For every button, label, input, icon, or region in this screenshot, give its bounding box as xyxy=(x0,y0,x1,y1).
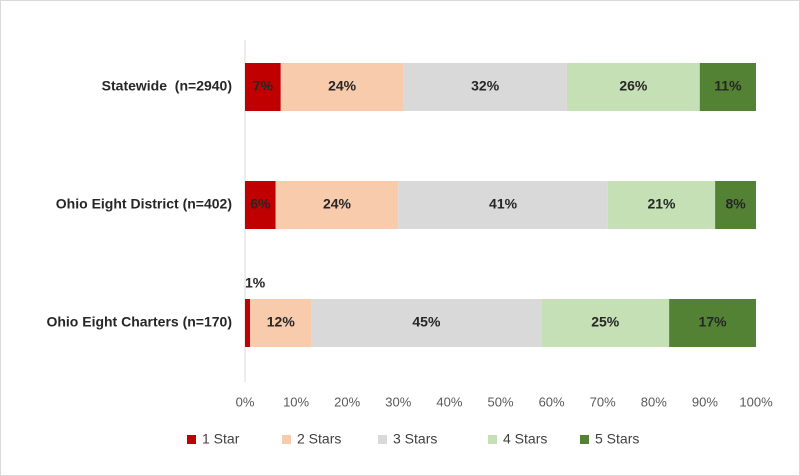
value-label: 45% xyxy=(412,314,441,330)
bar-segment xyxy=(311,299,542,347)
value-label: 7% xyxy=(253,78,274,94)
bar-segment xyxy=(245,299,251,347)
x-tick-label: 50% xyxy=(487,394,513,409)
bar-segment xyxy=(398,181,608,229)
bar-segment xyxy=(403,63,567,111)
bar-segment xyxy=(275,181,399,229)
legend-swatch xyxy=(282,435,291,444)
value-label: 24% xyxy=(328,78,357,94)
value-label: 6% xyxy=(250,196,271,212)
legend-swatch xyxy=(580,435,589,444)
legend-label: 3 Stars xyxy=(393,431,437,447)
x-tick-label: 40% xyxy=(436,394,462,409)
category-label: Ohio Eight District (n=402) xyxy=(56,196,232,212)
legend-label: 5 Stars xyxy=(595,431,639,447)
bar-segment xyxy=(607,181,716,229)
value-label: 25% xyxy=(591,314,620,330)
category-label: Statewide (n=2940) xyxy=(102,78,232,94)
legend-swatch xyxy=(378,435,387,444)
x-tick-label: 10% xyxy=(283,394,309,409)
x-tick-label: 60% xyxy=(539,394,565,409)
bar-segment xyxy=(541,299,670,347)
bar-segment xyxy=(250,299,312,347)
bar-segment xyxy=(280,63,404,111)
legend-label: 2 Stars xyxy=(297,431,341,447)
value-label: 1% xyxy=(245,275,266,291)
value-label: 17% xyxy=(699,314,728,330)
bar-segment xyxy=(715,181,756,229)
bar-segment xyxy=(699,63,756,111)
legend-swatch xyxy=(488,435,497,444)
bar-segment xyxy=(245,181,276,229)
x-tick-label: 30% xyxy=(385,394,411,409)
value-label: 11% xyxy=(714,78,742,94)
value-label: 21% xyxy=(647,196,676,212)
category-label: Ohio Eight Charters (n=170) xyxy=(46,314,232,330)
x-tick-label: 90% xyxy=(692,394,718,409)
x-tick-label: 80% xyxy=(641,394,667,409)
x-tick-label: 0% xyxy=(236,394,255,409)
value-label: 24% xyxy=(323,196,352,212)
legend-swatch xyxy=(187,435,196,444)
value-label: 26% xyxy=(619,78,648,94)
value-label: 8% xyxy=(725,196,746,212)
bar-segment xyxy=(566,63,700,111)
x-tick-label: 100% xyxy=(739,394,773,409)
value-label: 41% xyxy=(489,196,518,212)
value-label: 12% xyxy=(267,314,296,330)
legend-label: 1 Star xyxy=(202,431,240,447)
x-tick-label: 20% xyxy=(334,394,360,409)
value-label: 32% xyxy=(471,78,500,94)
bar-segment xyxy=(669,299,756,347)
legend-label: 4 Stars xyxy=(503,431,547,447)
x-tick-label: 70% xyxy=(590,394,616,409)
bar-segment xyxy=(245,63,281,111)
